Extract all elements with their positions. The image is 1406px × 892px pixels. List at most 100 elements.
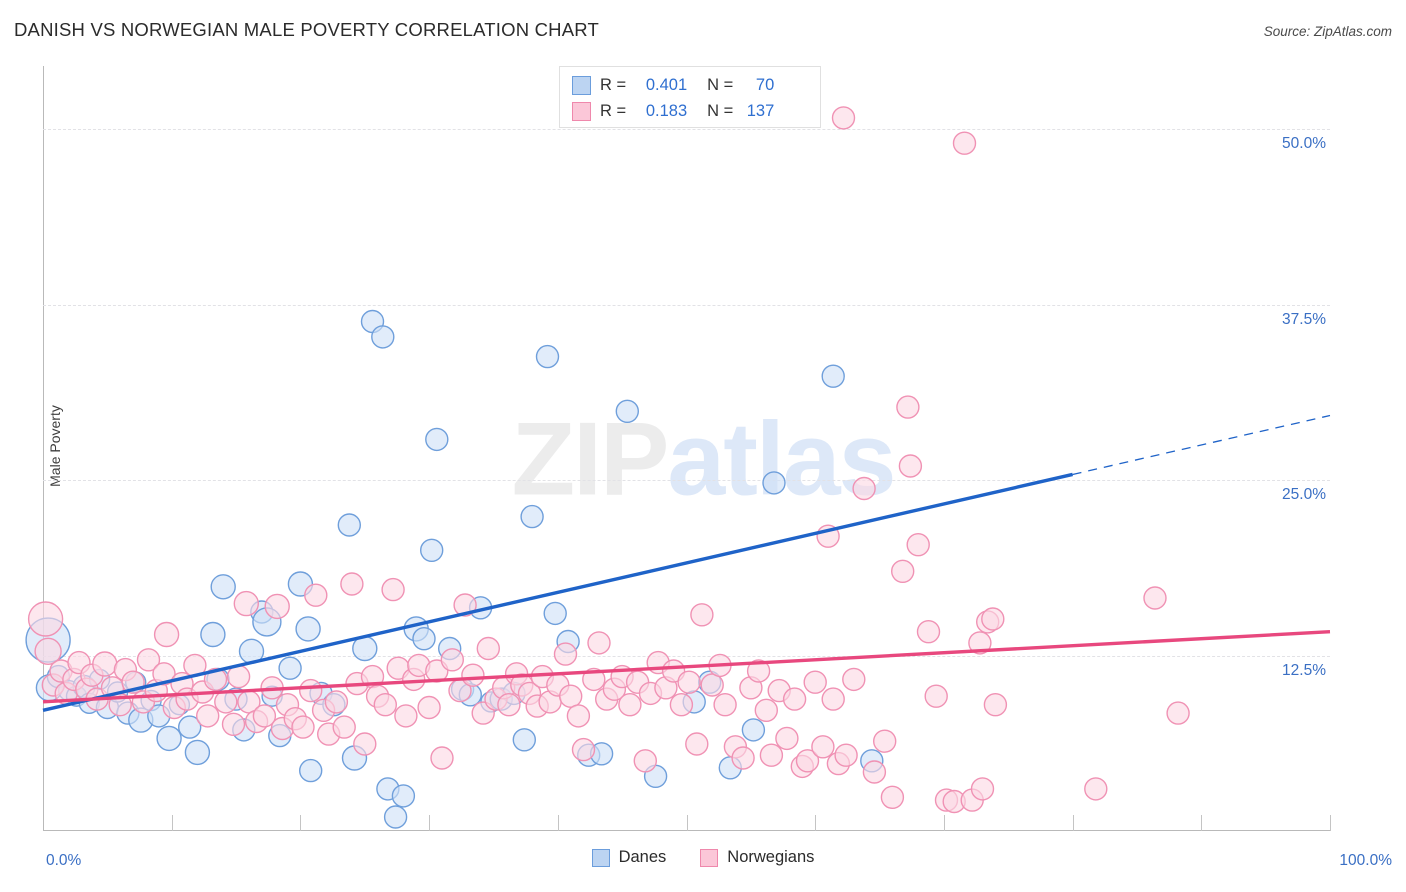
data-point[interactable]: [152, 662, 176, 686]
data-point[interactable]: [233, 590, 260, 617]
data-point[interactable]: [417, 695, 441, 720]
data-point[interactable]: [136, 648, 161, 672]
data-point[interactable]: [420, 538, 444, 562]
data-point[interactable]: [983, 693, 1008, 717]
data-point[interactable]: [1143, 586, 1167, 610]
data-point[interactable]: [898, 454, 923, 478]
data-point[interactable]: [353, 732, 377, 756]
legend-item-norwegians[interactable]: Norwegians: [700, 848, 814, 867]
data-point[interactable]: [476, 636, 500, 661]
data-point[interactable]: [842, 667, 866, 692]
data-point[interactable]: [615, 399, 639, 423]
data-point[interactable]: [184, 739, 211, 766]
data-point[interactable]: [713, 693, 737, 717]
data-point[interactable]: [156, 725, 182, 752]
data-point[interactable]: [690, 603, 714, 627]
data-point[interactable]: [278, 656, 302, 680]
data-point[interactable]: [821, 687, 845, 711]
data-point[interactable]: [618, 693, 642, 717]
data-point[interactable]: [195, 704, 220, 728]
data-point[interactable]: [291, 715, 315, 739]
data-point[interactable]: [425, 427, 449, 452]
data-point[interactable]: [880, 785, 905, 809]
data-point[interactable]: [811, 735, 835, 759]
data-point[interactable]: [821, 364, 845, 388]
data-point[interactable]: [981, 607, 1005, 631]
data-point[interactable]: [383, 805, 408, 829]
data-point[interactable]: [221, 712, 246, 736]
data-point[interactable]: [831, 106, 856, 130]
data-point[interactable]: [775, 726, 799, 751]
data-point[interactable]: [896, 395, 920, 419]
data-point[interactable]: [782, 687, 807, 711]
data-point[interactable]: [759, 743, 784, 767]
data-point[interactable]: [373, 693, 397, 717]
data-point[interactable]: [566, 704, 591, 728]
data-point[interactable]: [394, 704, 418, 728]
data-point[interactable]: [295, 616, 321, 642]
data-point[interactable]: [27, 601, 64, 637]
data-point[interactable]: [543, 601, 567, 626]
data-point[interactable]: [381, 577, 405, 602]
data-point[interactable]: [571, 737, 596, 762]
data-point[interactable]: [582, 667, 606, 692]
data-point[interactable]: [924, 684, 948, 708]
data-point[interactable]: [324, 690, 349, 714]
data-point[interactable]: [916, 620, 941, 644]
data-point[interactable]: [559, 684, 583, 708]
data-point[interactable]: [535, 344, 560, 369]
data-point[interactable]: [700, 673, 724, 697]
data-point[interactable]: [391, 784, 416, 808]
data-point[interactable]: [741, 718, 766, 742]
data-point[interactable]: [834, 743, 858, 767]
data-point[interactable]: [906, 533, 930, 557]
data-point[interactable]: [512, 728, 536, 752]
data-point[interactable]: [203, 667, 228, 692]
data-point[interactable]: [803, 670, 827, 694]
data-point[interactable]: [1084, 777, 1108, 801]
data-point[interactable]: [252, 704, 277, 728]
data-point[interactable]: [553, 642, 578, 666]
data-point[interactable]: [795, 749, 820, 773]
data-point[interactable]: [34, 637, 62, 665]
data-point[interactable]: [332, 715, 356, 739]
data-point[interactable]: [862, 760, 887, 784]
data-point[interactable]: [337, 513, 361, 537]
data-point[interactable]: [92, 651, 118, 677]
data-point[interactable]: [891, 559, 915, 583]
data-point[interactable]: [952, 131, 977, 155]
data-point[interactable]: [746, 659, 771, 683]
data-point[interactable]: [214, 690, 238, 714]
data-point[interactable]: [633, 749, 657, 773]
data-point[interactable]: [177, 715, 202, 739]
data-point[interactable]: [299, 678, 323, 703]
data-point[interactable]: [304, 583, 328, 607]
data-point[interactable]: [970, 777, 995, 801]
data-point[interactable]: [1166, 701, 1190, 725]
data-point[interactable]: [852, 476, 876, 501]
data-point[interactable]: [453, 593, 477, 617]
data-point[interactable]: [430, 746, 454, 770]
legend-item-danes[interactable]: Danes: [591, 848, 666, 867]
data-point[interactable]: [669, 693, 694, 717]
data-point[interactable]: [371, 325, 395, 349]
data-point[interactable]: [299, 758, 323, 783]
data-point[interactable]: [754, 698, 778, 722]
data-point[interactable]: [685, 732, 709, 756]
data-point[interactable]: [587, 631, 611, 655]
data-point[interactable]: [461, 663, 485, 687]
data-point[interactable]: [762, 471, 786, 495]
data-point[interactable]: [200, 621, 226, 648]
data-point[interactable]: [873, 729, 897, 753]
data-point[interactable]: [412, 627, 436, 651]
data-point[interactable]: [520, 504, 544, 529]
data-point[interactable]: [968, 631, 992, 655]
data-point[interactable]: [153, 621, 180, 648]
data-point[interactable]: [210, 574, 236, 600]
data-point[interactable]: [440, 648, 464, 672]
data-point[interactable]: [264, 593, 290, 620]
data-point[interactable]: [497, 693, 521, 717]
data-point[interactable]: [677, 670, 701, 694]
data-point[interactable]: [340, 572, 364, 596]
data-point[interactable]: [731, 746, 755, 770]
